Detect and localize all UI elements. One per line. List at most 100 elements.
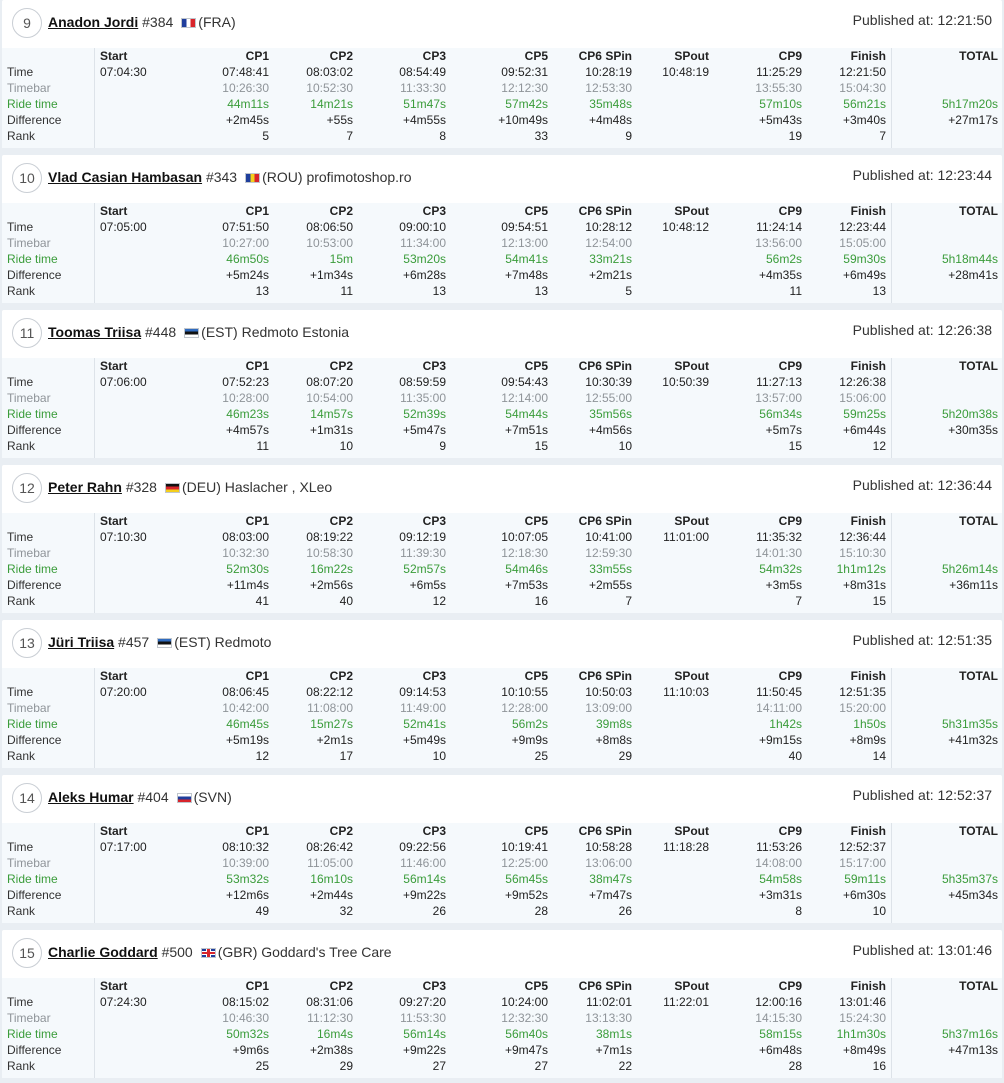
rider-name-link[interactable]: Vlad Casian Hambasan — [48, 169, 203, 185]
table-cell: 52m41s — [403, 717, 446, 731]
column-divider — [94, 358, 95, 458]
rider-card: 11 Toomas Triisa #448 (EST) Redmoto Estoni… — [2, 310, 1002, 458]
column-header: CP2 — [329, 204, 353, 218]
table-cell: 53m20s — [403, 252, 446, 266]
table-cell: 52m39s — [403, 407, 446, 421]
table-cell: 07:04:30 — [100, 65, 147, 79]
table-cell: +2m38s — [309, 1043, 353, 1057]
table-cell: 12:23:44 — [839, 220, 886, 234]
column-header: CP5 — [524, 669, 548, 683]
rider-card: 13 Jüri Triisa #457 (EST) Redmoto Published… — [2, 620, 1002, 768]
split-table: Start CP1 CP2 CP3 CP5 CP6 SPin SPout CP9 Finish T… — [2, 358, 1002, 458]
row-label: Time — [7, 220, 34, 234]
table-cell: +3m40s — [842, 113, 886, 127]
rider-name-link[interactable]: Toomas Triisa — [48, 324, 142, 340]
table-cell: 11 — [256, 439, 269, 453]
rider-name-link[interactable]: Aleks Humar — [48, 789, 134, 805]
table-cell: +9m22s — [402, 888, 446, 902]
table-cell: 07:05:00 — [100, 220, 147, 234]
rider-number: #457 — [118, 634, 150, 650]
table-cell: 38m1s — [595, 1027, 632, 1041]
table-cell: +2m56s — [309, 578, 353, 592]
row-label: Timebar — [7, 81, 51, 95]
column-header: CP1 — [245, 49, 269, 63]
table-cell: 08:07:20 — [306, 375, 353, 389]
rider-name-link[interactable]: Anadon Jordi — [48, 14, 139, 30]
table-cell: +8m8s — [595, 733, 632, 747]
table-row-diff: Difference +11m4s +2m56s +6m5s +7m53s +2m55s +… — [2, 577, 1002, 593]
column-divider — [891, 513, 892, 613]
table-cell: 11:10:03 — [663, 685, 709, 699]
column-header: SPout — [674, 204, 709, 218]
table-cell: 08:10:32 — [222, 840, 269, 854]
row-label: Timebar — [7, 856, 51, 870]
table-cell: 11:01:00 — [663, 530, 709, 544]
table-cell: +8m31s — [842, 578, 886, 592]
rider-name-link[interactable]: Jüri Triisa — [48, 634, 115, 650]
table-cell: 10:10:55 — [501, 685, 548, 699]
table-cell: 12:13:00 — [501, 236, 548, 250]
table-cell: 10:32:30 — [222, 546, 269, 560]
table-cell: 15 — [534, 439, 548, 453]
table-cell: 07:10:30 — [100, 530, 147, 544]
table-cell: 11:53:26 — [756, 840, 802, 854]
table-cell: 53m32s — [226, 872, 269, 886]
split-table: Start CP1 CP2 CP3 CP5 CP6 SPin SPout CP9 Finish T… — [2, 668, 1002, 768]
rider-number: #343 — [205, 169, 238, 185]
table-cell: 13:06:00 — [585, 856, 632, 870]
table-cell: 09:22:56 — [399, 840, 446, 854]
table-cell: +5m24s — [225, 268, 269, 282]
row-label: Difference — [7, 578, 62, 592]
row-label: Rank — [7, 439, 36, 453]
rider-card: 12 Peter Rahn #328 (DEU) Haslacher , XLeo P… — [2, 465, 1002, 613]
table-cell: 12:59:30 — [585, 546, 632, 560]
table-cell: 19 — [788, 129, 802, 143]
table-cell: +6m49s — [842, 268, 886, 282]
table-cell: 15m — [329, 252, 353, 266]
column-header: CP3 — [422, 49, 446, 63]
table-cell: +9m47s — [504, 1043, 548, 1057]
table-cell: +7m47s — [588, 888, 632, 902]
table-cell: 28 — [788, 1059, 802, 1073]
table-cell: 12:14:00 — [501, 391, 548, 405]
table-cell: 5h20m38s — [941, 407, 998, 421]
table-row-timebar: Timebar 10:46:30 11:12:30 11:53:30 12:32:30 1… — [2, 1010, 1002, 1026]
row-label: Rank — [7, 594, 36, 608]
table-cell: 33 — [534, 129, 548, 143]
table-cell: 10:48:12 — [662, 220, 709, 234]
column-header: Finish — [850, 49, 886, 63]
column-header: CP6 SPin — [578, 514, 632, 528]
table-cell: +5m7s — [765, 423, 802, 437]
table-cell: 27 — [432, 1059, 446, 1073]
split-table: Start CP1 CP2 CP3 CP5 CP6 SPin SPout CP9 Finish T… — [2, 978, 1002, 1078]
flag-fra-icon — [181, 18, 197, 28]
row-label: Rank — [7, 904, 36, 918]
column-divider — [891, 668, 892, 768]
table-cell: 08:03:00 — [222, 530, 269, 544]
table-cell: +7m1s — [595, 1043, 632, 1057]
column-header: CP2 — [329, 359, 353, 373]
table-cell: +9m22s — [402, 1043, 446, 1057]
table-cell: 15:20:00 — [839, 701, 886, 715]
column-header: CP9 — [778, 49, 802, 63]
table-cell: 10:28:00 — [222, 391, 269, 405]
rider-name-link[interactable]: Charlie Goddard — [48, 944, 158, 960]
table-cell: 11:35:00 — [400, 391, 446, 405]
table-cell: 13 — [255, 284, 269, 298]
table-cell: 49 — [255, 904, 269, 918]
table-cell: 13 — [534, 284, 548, 298]
table-cell: 50m32s — [226, 1027, 269, 1041]
table-cell: 33m55s — [589, 562, 632, 576]
rider-name-link[interactable]: Peter Rahn — [48, 479, 122, 495]
table-cell: +28m41s — [948, 268, 998, 282]
table-cell: 15m27s — [310, 717, 353, 731]
table-cell: 12 — [872, 439, 886, 453]
column-header: CP1 — [245, 824, 269, 838]
rider-identity: Toomas Triisa #448 (EST) Redmoto Estonia — [48, 324, 349, 340]
table-cell: 16m10s — [310, 872, 353, 886]
table-cell: 13:01:46 — [839, 995, 886, 1009]
table-cell: +27m17s — [948, 113, 998, 127]
table-cell: 54m44s — [505, 407, 548, 421]
row-label: Time — [7, 375, 34, 389]
